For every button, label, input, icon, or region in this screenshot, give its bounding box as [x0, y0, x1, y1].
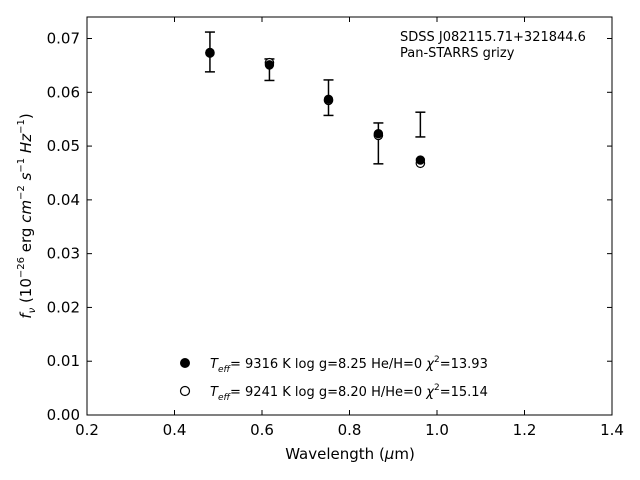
y-tick-label: 0.00: [47, 406, 80, 424]
y-tick-label: 0.04: [47, 191, 80, 209]
y-tick-label: 0.06: [47, 83, 80, 101]
tick-group: 0.2 0.4 0.6 0.8 1.0 1.2 1.4 0.00 0.01 0.02 0.03 0.0…: [47, 17, 624, 439]
y-axis-label: fν (10−26 erg cm−2 s−1 Hz−1): [16, 113, 38, 318]
legend-label-2: Teff= 9241 K log g=8.20 H/He=0 χ2=15.14: [210, 383, 488, 403]
model-point-filled: [264, 60, 275, 70]
x-tick-label: 0.4: [163, 421, 187, 439]
y-tick-label: 0.07: [47, 30, 80, 48]
annotation-line-1: SDSS J082115.71+321844.6: [400, 30, 586, 45]
y-tick-label: 0.02: [47, 298, 80, 316]
legend-marker-filled: [180, 358, 190, 368]
x-tick-label: 1.4: [600, 421, 624, 439]
model-point-filled: [415, 155, 426, 165]
y-tick-label: 0.01: [47, 352, 80, 370]
x-tick-label: 0.8: [338, 421, 362, 439]
x-tick-label: 0.6: [250, 421, 274, 439]
legend-label-1: Teff= 9316 K log g=8.25 He/H=0 χ2=13.93: [210, 355, 488, 375]
y-tick-label: 0.05: [47, 137, 80, 155]
x-tick-label: 1.2: [513, 421, 537, 439]
model-point-filled: [205, 47, 215, 58]
x-axis-label: Wavelength (μm): [285, 445, 415, 463]
x-tick-label: 1.0: [425, 421, 449, 439]
x-tick-label: 0.2: [75, 421, 99, 439]
model-point-filled: [373, 129, 384, 139]
plot-frame: [86, 16, 613, 416]
annotation-line-2: Pan-STARRS grizy: [400, 46, 515, 61]
marker-group: [205, 47, 426, 169]
legend-marker-open: [179, 385, 191, 397]
y-tick-label: 0.03: [47, 245, 80, 263]
model-point-filled: [323, 94, 334, 104]
